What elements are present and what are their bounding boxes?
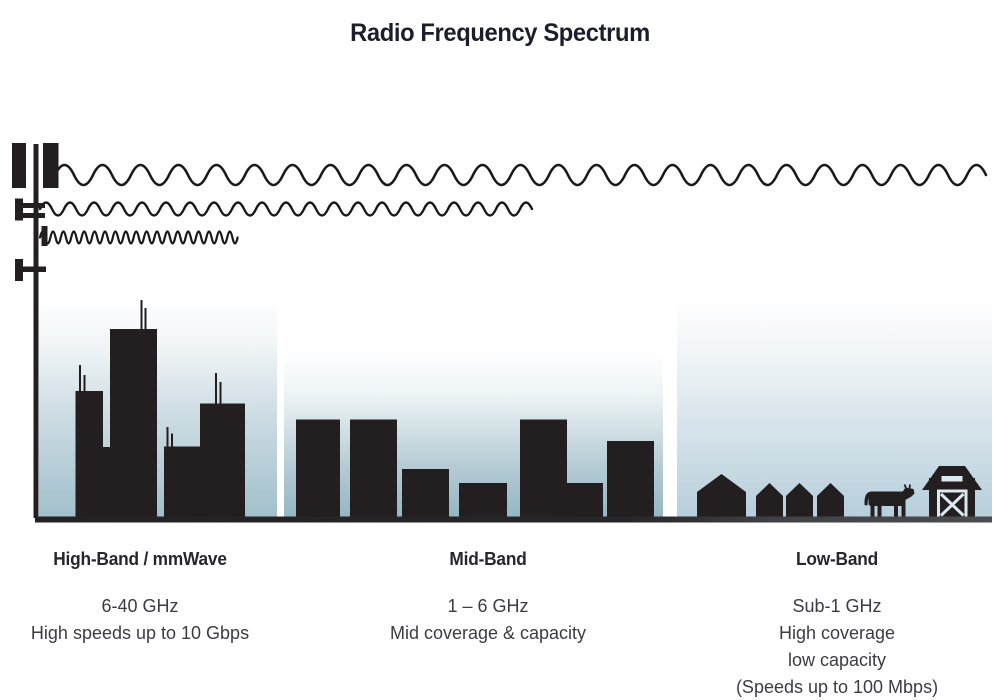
radio-waves [38, 163, 988, 245]
band-detail: (Speeds up to 100 Mbps) [735, 677, 939, 697]
short-wavelength-wave-icon [38, 230, 239, 245]
houses-cow-barn-icon [697, 466, 982, 520]
band-heading: Mid-Band [449, 549, 527, 569]
band-heading: Low-Band [796, 549, 878, 569]
band-detail: 1 – 6 GHz [447, 596, 529, 616]
house-icon [756, 483, 783, 518]
band-detail: High speeds up to 10 Gbps [30, 623, 250, 643]
house-icon [786, 483, 813, 518]
city-skyline-icon [75, 300, 245, 518]
band-heading: High-Band / mmWave [53, 549, 227, 569]
midrise-buildings-icon [296, 419, 654, 518]
page-title: Radio Frequency Spectrum [350, 18, 650, 47]
cell-tower-icon [12, 143, 59, 518]
house-icon [817, 483, 844, 518]
barn-icon [922, 466, 982, 520]
band-label-mid: Mid-Band 1 – 6 GHz Mid coverage & capaci… [368, 549, 608, 647]
medium-wavelength-wave-icon [38, 201, 534, 217]
band-detail: low capacity [787, 650, 887, 670]
house-icon [697, 474, 746, 518]
band-label-high: High-Band / mmWave 6-40 GHz High speeds … [20, 549, 260, 647]
band-label-low: Low-Band Sub-1 GHz High coverage low cap… [697, 549, 977, 700]
band-detail: Sub-1 GHz [792, 596, 882, 616]
long-wavelength-wave-icon [53, 163, 988, 187]
ground-line [35, 516, 992, 523]
band-detail: Mid coverage & capacity [389, 623, 587, 643]
band-detail: 6-40 GHz [101, 596, 179, 616]
cow-icon [864, 484, 915, 518]
band-detail: High coverage [778, 623, 896, 643]
